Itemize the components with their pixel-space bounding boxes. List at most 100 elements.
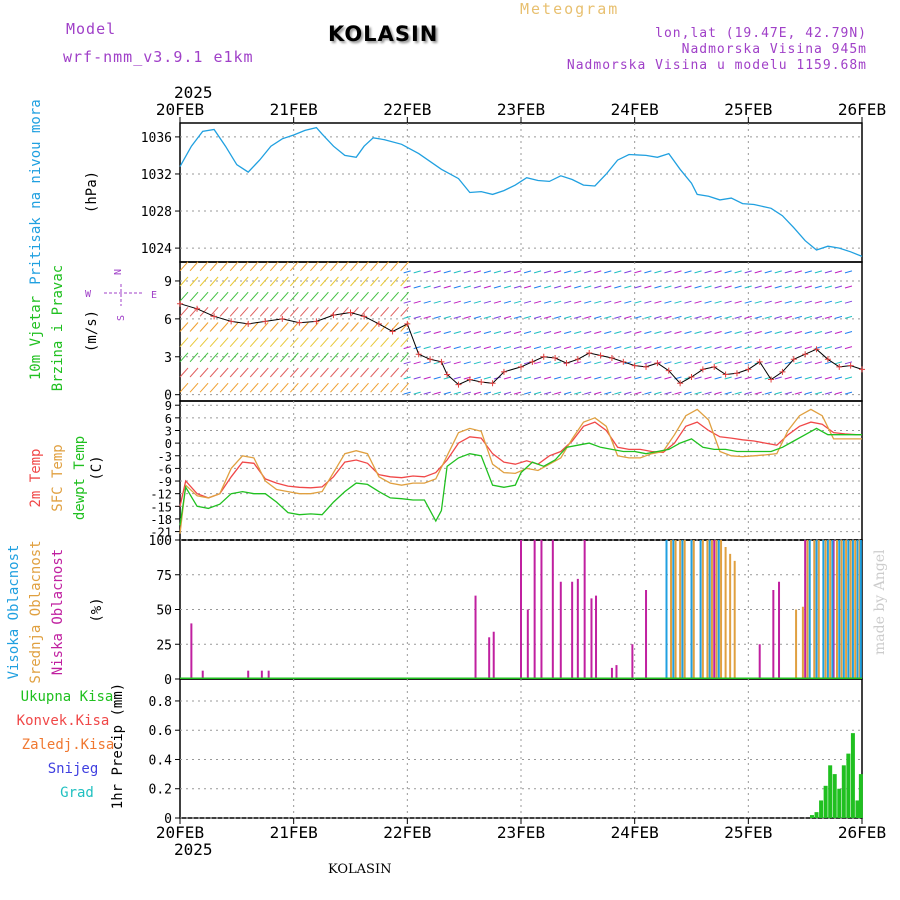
wind-barb	[794, 315, 802, 319]
xtick-label-top: 26FEB	[838, 100, 886, 119]
wind-gust-mark	[500, 368, 507, 375]
precip-bar	[832, 774, 837, 818]
wind-barb	[360, 291, 369, 302]
wind-gust-mark	[347, 309, 354, 316]
wind-barb	[684, 346, 692, 350]
wind-barb	[463, 270, 471, 274]
xtick-label-top: 21FEB	[270, 100, 318, 119]
wind-gust-mark	[711, 363, 718, 370]
wind-barb	[774, 331, 782, 334]
wind-barb	[744, 270, 752, 274]
wind-barb	[594, 361, 602, 365]
wind-barb	[269, 307, 279, 317]
wind-barb	[483, 361, 492, 365]
ytick-label-temperature: 0	[165, 437, 172, 451]
wind-barb	[824, 315, 833, 319]
wind-barb	[239, 307, 249, 317]
wind-barb	[423, 285, 431, 289]
wind-barb	[259, 322, 269, 332]
wind-gust-mark	[597, 352, 604, 359]
lonlat-label: lon,lat (19.47E, 42.79N)	[655, 26, 867, 41]
wind-barb	[654, 315, 662, 319]
wind-barb	[644, 331, 652, 334]
wind-barb	[179, 352, 189, 363]
wind-gust-mark	[790, 356, 797, 363]
wind-barb	[320, 307, 329, 317]
wind-barb	[453, 285, 461, 289]
wind-barb	[664, 270, 672, 274]
wind-barb	[804, 285, 812, 289]
ytick-label-temperature: -18	[150, 513, 172, 527]
wind-barb	[784, 346, 792, 350]
wind-barb	[604, 331, 612, 334]
wind-barb	[543, 315, 552, 319]
wind-barb	[744, 346, 752, 350]
wind-barb	[289, 291, 299, 302]
compass-n: N	[113, 269, 124, 275]
wind-barb	[413, 346, 421, 350]
cloud-ylabel-low: Niska Oblacnost	[50, 549, 66, 675]
wind-barb	[784, 391, 792, 395]
wind-barb	[594, 270, 602, 274]
wind-barb	[310, 291, 319, 302]
wind-barb	[219, 352, 229, 363]
wind-barb	[340, 337, 349, 347]
wind-barb	[533, 391, 542, 395]
wind-barb	[654, 376, 662, 380]
wind-barb	[350, 337, 359, 347]
wind-gust-mark	[404, 320, 411, 327]
wind-barb	[209, 261, 219, 272]
wind-barb	[443, 285, 451, 289]
wind-barb	[473, 376, 482, 380]
wind-barb	[574, 270, 582, 274]
wind-barb	[814, 376, 823, 380]
wind-barb	[433, 315, 441, 319]
wind-barb	[834, 391, 843, 395]
ytick-label-temperature: 6	[165, 412, 172, 426]
wind-barb	[493, 361, 502, 365]
wind-barb	[400, 337, 410, 347]
wind-barb	[179, 382, 189, 393]
wind-barb	[664, 300, 672, 304]
wind-barb	[694, 331, 702, 334]
wind-barb	[694, 346, 702, 350]
ytick-label-precip: 0.4	[149, 753, 173, 768]
wind-gust-mark	[194, 305, 201, 312]
wind-barb	[694, 300, 702, 304]
wind-gust-mark	[847, 362, 854, 369]
wind-barb	[804, 315, 812, 319]
wind-barb	[340, 352, 349, 363]
wind-barb	[390, 337, 399, 347]
wind-gust-mark	[361, 313, 368, 320]
wind-barb	[834, 315, 843, 319]
wind-barb	[734, 391, 742, 395]
wind-barb	[714, 376, 722, 380]
wind-barb	[473, 300, 482, 304]
precip-bar	[858, 774, 863, 818]
wind-barb	[330, 276, 339, 287]
wind-barb	[724, 376, 732, 380]
wind-barb	[594, 300, 602, 304]
precip-legend-item: Konvek.Kisa	[17, 713, 110, 729]
wind-barb	[400, 307, 410, 317]
wind-barb	[594, 391, 602, 395]
wind-barb	[229, 261, 239, 272]
wind-barb	[330, 322, 339, 332]
wind-barb	[189, 291, 199, 302]
xtick-label-bottom: 22FEB	[383, 823, 431, 842]
wind-barb	[644, 270, 652, 274]
wind-barb	[453, 315, 461, 319]
wind-barb	[714, 315, 722, 319]
wind-barb	[463, 300, 471, 304]
wind-barb	[289, 337, 299, 347]
wind-barb	[804, 270, 812, 274]
xtick-label-bottom: 25FEB	[724, 823, 772, 842]
wind-barb	[824, 346, 833, 350]
wind-barb	[320, 382, 329, 393]
wind-barb	[259, 337, 269, 347]
wind-barb	[784, 300, 792, 304]
wind-barb	[289, 352, 299, 363]
wind-barb	[794, 391, 802, 395]
wind-barb	[199, 261, 209, 272]
wind-barb	[299, 322, 309, 332]
